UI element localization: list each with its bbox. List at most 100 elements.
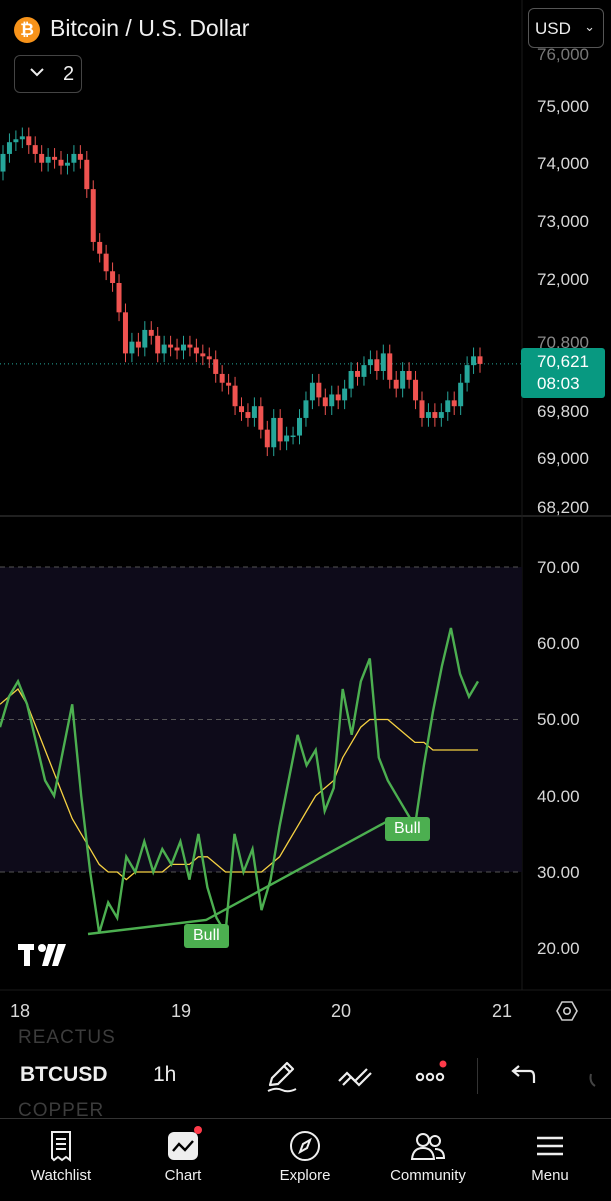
candle-body xyxy=(226,382,232,386)
candle-body xyxy=(26,136,32,146)
candle-body xyxy=(39,153,45,163)
rsi-axis-label: 50.00 xyxy=(537,710,580,729)
candle-body xyxy=(361,365,367,377)
compass-icon xyxy=(290,1131,320,1161)
candle-body xyxy=(400,371,406,389)
currency-select[interactable]: USD ⌄ xyxy=(528,8,604,48)
candle-body xyxy=(0,153,6,172)
candle-body xyxy=(413,379,419,401)
trend-lines-icon[interactable] xyxy=(335,1055,375,1095)
price-axis-label: 68,200 xyxy=(537,498,589,517)
candle-body xyxy=(348,371,354,389)
candle-body xyxy=(374,359,380,371)
candle-body xyxy=(52,156,58,160)
candle-body xyxy=(45,156,51,163)
chart-icon xyxy=(168,1132,198,1160)
symbol-selector[interactable]: BTCUSD xyxy=(20,1063,108,1086)
candle-body xyxy=(316,382,322,398)
candle-body xyxy=(445,400,451,413)
indicators-count: 2 xyxy=(63,63,75,85)
candle-body xyxy=(458,382,464,407)
bull-divergence-label: Bull xyxy=(184,924,229,948)
nav-community[interactable]: Community xyxy=(373,1129,483,1184)
candle-body xyxy=(187,344,193,348)
toolbar-divider xyxy=(477,1058,478,1094)
community-icon xyxy=(410,1133,446,1160)
candle-body xyxy=(155,335,161,354)
candle-body xyxy=(258,406,264,430)
time-axis-label: 21 xyxy=(492,1001,513,1021)
time-axis-label: 18 xyxy=(10,1001,31,1021)
candle-body xyxy=(335,394,341,401)
candle-body xyxy=(116,283,122,313)
candle-body xyxy=(90,189,96,242)
candle-body xyxy=(297,417,303,436)
candle-body xyxy=(419,400,425,418)
price-axis-label: 72,000 xyxy=(537,270,589,289)
candle-body xyxy=(425,412,431,418)
candle-body xyxy=(142,329,148,348)
candle-body xyxy=(329,394,335,407)
indicators-toggle-button[interactable]: 2 xyxy=(14,55,82,93)
undo-icon[interactable] xyxy=(500,1055,540,1095)
candle-body xyxy=(148,329,154,336)
nav-community-label: Community xyxy=(390,1167,466,1184)
chart-notification-dot xyxy=(194,1126,202,1134)
candle-body xyxy=(206,356,212,360)
nav-menu[interactable]: Menu xyxy=(495,1129,605,1184)
nav-chart[interactable]: Chart xyxy=(128,1126,238,1184)
time-axis-label: 20 xyxy=(331,1001,352,1021)
candle-body xyxy=(103,253,109,272)
chevron-down-icon xyxy=(30,68,44,77)
candle-body xyxy=(168,344,174,348)
candle-body xyxy=(432,412,438,418)
price-axis-label: 69,800 xyxy=(537,402,589,421)
bar-countdown: 08:03 xyxy=(537,374,580,393)
redo-icon-partial[interactable] xyxy=(585,1062,611,1092)
nav-watchlist[interactable]: Watchlist xyxy=(6,1129,116,1184)
candle-body xyxy=(129,341,135,354)
candle-body xyxy=(180,344,186,351)
bull-divergence-label: Bull xyxy=(385,817,430,841)
symbol-title[interactable]: Bitcoin / U.S. Dollar xyxy=(50,15,250,41)
pen-draw-icon[interactable] xyxy=(262,1055,302,1095)
candle-body xyxy=(13,139,19,143)
ghost-symbol-above: REACTUS xyxy=(18,1027,116,1048)
price-axis-label: 69,000 xyxy=(537,449,589,468)
price-axis-label: 75,000 xyxy=(537,97,589,116)
candle-body xyxy=(19,136,25,140)
candle-body xyxy=(174,347,180,351)
candle-body xyxy=(271,417,277,448)
settings-hexagon-icon[interactable] xyxy=(555,999,579,1023)
rsi-axis-label: 60.00 xyxy=(537,634,580,653)
candle-body xyxy=(122,312,128,354)
nav-chart-label: Chart xyxy=(164,1167,202,1184)
price-axis-label: 74,000 xyxy=(537,154,589,173)
candle-body xyxy=(387,353,393,380)
hamburger-menu-icon xyxy=(537,1136,563,1156)
currency-value: USD xyxy=(535,19,571,38)
chevron-down-icon: ⌄ xyxy=(584,19,595,34)
rsi-axis-label: 20.00 xyxy=(537,939,580,958)
price-axis-label: 70,800 xyxy=(537,333,589,352)
candle-body xyxy=(77,153,83,160)
candle-body xyxy=(64,162,70,166)
candle-body xyxy=(200,353,206,357)
candle-body xyxy=(110,271,116,283)
interval-selector[interactable]: 1h xyxy=(153,1063,177,1086)
candle-body xyxy=(303,400,309,418)
chart-canvas[interactable] xyxy=(0,0,611,1040)
candle-body xyxy=(6,142,12,154)
candle-body xyxy=(135,341,141,348)
more-tools-icon[interactable] xyxy=(410,1055,450,1095)
candle-body xyxy=(451,400,457,407)
rsi-axis-label: 40.00 xyxy=(537,787,580,806)
nav-watchlist-label: Watchlist xyxy=(30,1167,92,1184)
candle-body xyxy=(277,417,283,442)
nav-explore[interactable]: Explore xyxy=(250,1129,360,1184)
candle-body xyxy=(406,371,412,380)
candle-body xyxy=(477,356,483,364)
price-axis-label: 76,000 xyxy=(537,45,589,64)
candle-body xyxy=(84,159,90,190)
candle-body xyxy=(464,365,470,383)
